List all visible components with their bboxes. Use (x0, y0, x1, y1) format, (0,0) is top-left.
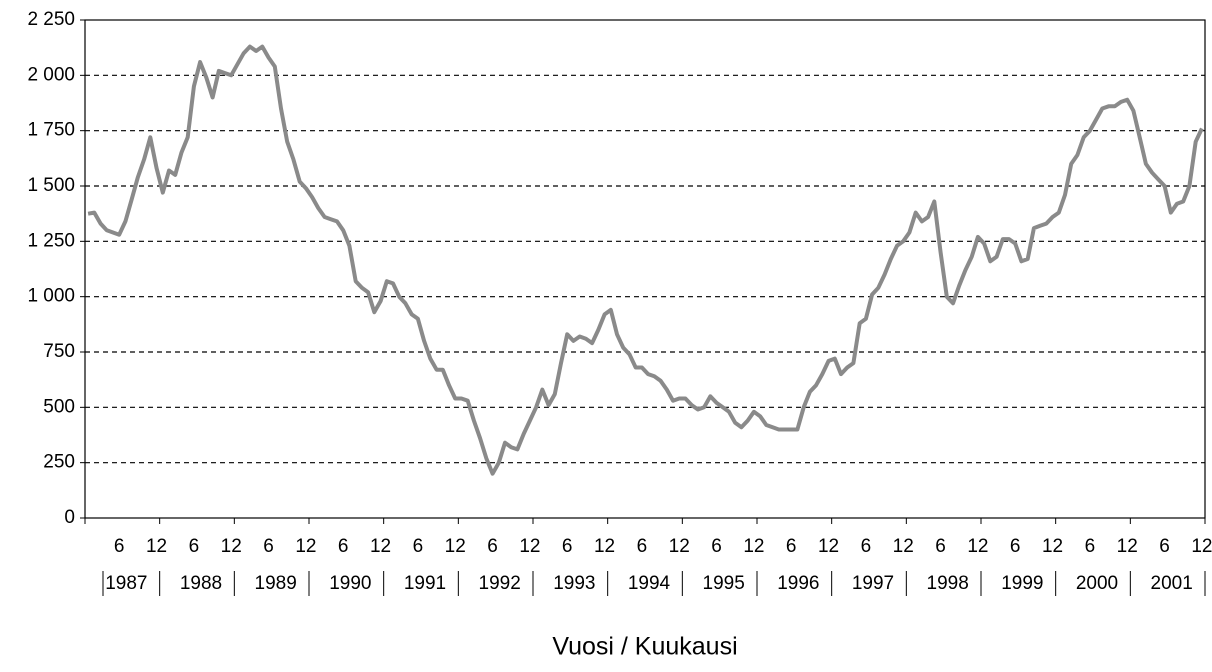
x-tick-label: 6 (487, 536, 498, 557)
x-tick-label: 6 (711, 536, 722, 557)
x-tick-label: 6 (1085, 536, 1096, 557)
group-label: 1995 (703, 573, 745, 594)
group-label: 1991 (404, 573, 446, 594)
x-tick-label: 12 (445, 536, 466, 557)
y-tick-label: 1 000 (27, 286, 75, 307)
group-label: 1994 (628, 573, 671, 594)
y-tick-label: 0 (64, 507, 75, 528)
y-tick-label: 2 250 (27, 9, 75, 30)
x-tick-label: 12 (1042, 536, 1063, 557)
x-tick-label: 12 (295, 536, 316, 557)
x-tick-label: 12 (370, 536, 391, 557)
x-tick-label: 12 (893, 536, 914, 557)
y-tick-label: 1 750 (27, 120, 75, 141)
x-tick-label: 12 (594, 536, 615, 557)
x-tick-label: 6 (413, 536, 424, 557)
x-tick-label: 12 (818, 536, 839, 557)
x-tick-label: 6 (1159, 536, 1170, 557)
x-tick-label: 12 (967, 536, 988, 557)
y-tick-label: 500 (43, 396, 75, 417)
group-label: 1989 (255, 573, 297, 594)
y-tick-label: 2 000 (27, 64, 75, 85)
x-tick-label: 12 (221, 536, 242, 557)
group-label: 1993 (553, 573, 595, 594)
x-tick-label: 12 (1191, 536, 1212, 557)
x-tick-label: 6 (338, 536, 349, 557)
group-label: 1999 (1001, 573, 1043, 594)
x-tick-label: 6 (861, 536, 872, 557)
x-tick-label: 6 (562, 536, 573, 557)
y-tick-label: 250 (43, 452, 75, 473)
group-label: 1997 (852, 573, 894, 594)
group-label: 1998 (927, 573, 969, 594)
group-label: 1990 (329, 573, 371, 594)
group-label: 2001 (1151, 573, 1193, 594)
x-tick-label: 6 (786, 536, 797, 557)
plot-frame (84, 19, 1206, 519)
x-tick-label: 12 (146, 536, 167, 557)
x-tick-label: 12 (519, 536, 540, 557)
y-tick-label: 1 500 (27, 175, 75, 196)
x-tick-label: 6 (1010, 536, 1021, 557)
x-tick-label: 12 (1117, 536, 1138, 557)
group-label: 1996 (777, 573, 819, 594)
x-axis-title: Vuosi / Kuukausi (552, 633, 737, 661)
group-label: 2000 (1076, 573, 1118, 594)
group-label: 1988 (180, 573, 222, 594)
y-tick-label: 1 250 (27, 230, 75, 251)
x-tick-label: 12 (743, 536, 764, 557)
x-tick-label: 6 (263, 536, 274, 557)
y-tick-label: 750 (43, 341, 75, 362)
x-tick-label: 12 (669, 536, 690, 557)
group-label: 1987 (105, 573, 147, 594)
x-tick-label: 6 (935, 536, 946, 557)
data-line (87, 44, 1204, 476)
x-tick-label: 6 (114, 536, 125, 557)
x-tick-label: 6 (189, 536, 200, 557)
x-tick-label: 6 (637, 536, 648, 557)
group-label: 1992 (479, 573, 521, 594)
